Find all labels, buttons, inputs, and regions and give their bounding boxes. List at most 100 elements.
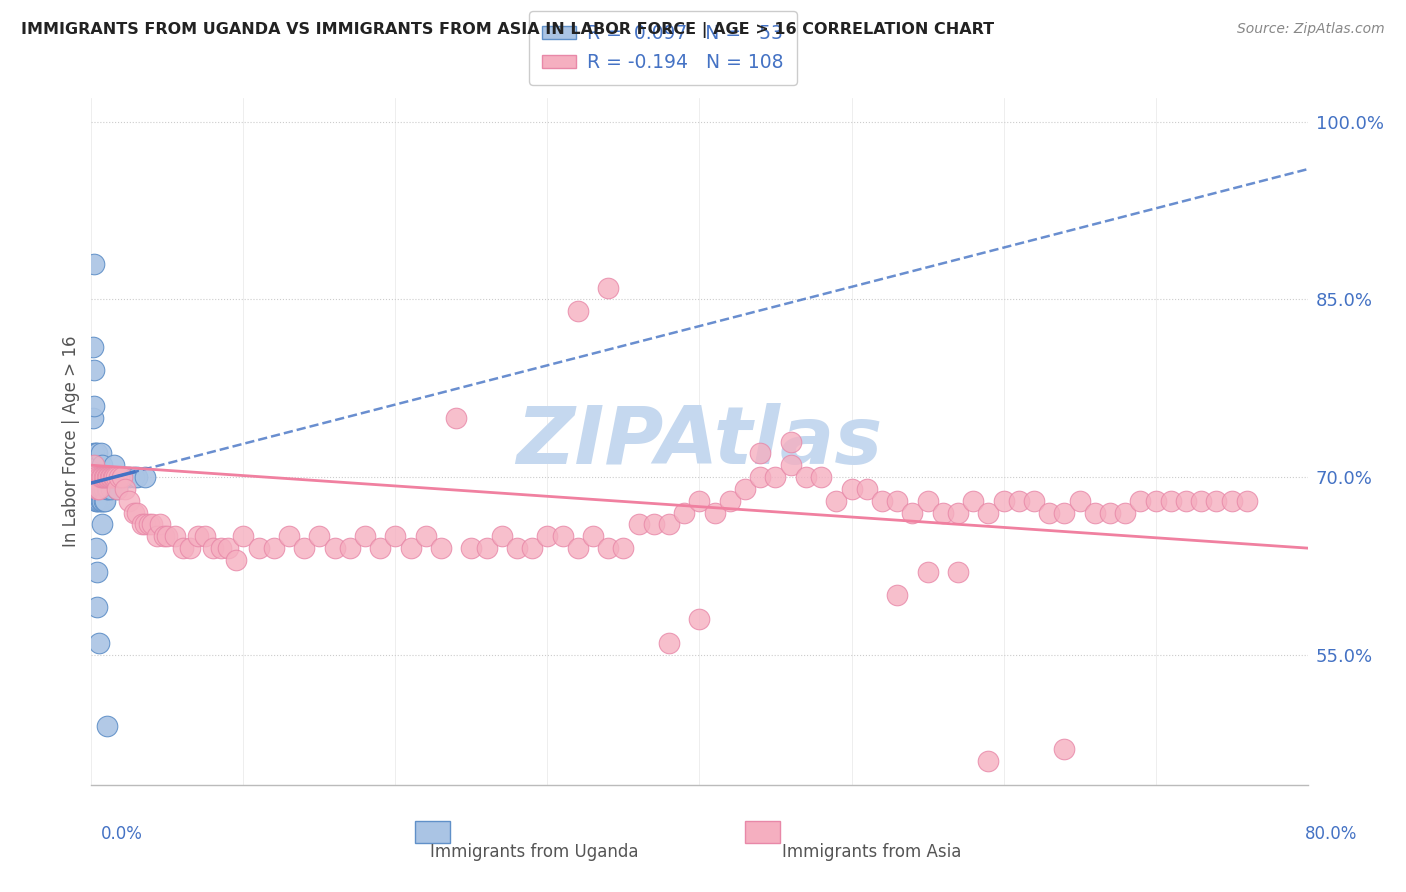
Point	[82, 410, 104, 425]
Point	[232, 529, 254, 543]
Point	[567, 541, 589, 555]
Point	[209, 541, 232, 555]
Point	[96, 719, 118, 733]
Point	[917, 565, 939, 579]
Point	[749, 446, 772, 460]
Point	[172, 541, 194, 555]
Point	[101, 470, 124, 484]
Point	[86, 470, 108, 484]
Point	[141, 517, 163, 532]
Point	[107, 470, 129, 484]
Point	[125, 470, 148, 484]
Point	[98, 470, 121, 484]
Point	[87, 470, 110, 484]
Point	[82, 340, 104, 354]
Point	[96, 482, 118, 496]
Point	[749, 470, 772, 484]
Point	[82, 470, 104, 484]
Point	[475, 541, 498, 555]
Point	[84, 446, 107, 460]
Point	[673, 506, 696, 520]
Point	[134, 517, 156, 532]
Point	[83, 458, 105, 473]
Point	[122, 470, 145, 484]
Point	[323, 541, 346, 555]
Point	[98, 470, 121, 484]
Point	[855, 482, 877, 496]
Point	[977, 506, 1000, 520]
Point	[491, 529, 513, 543]
Point	[1053, 742, 1076, 756]
Point	[83, 446, 105, 460]
Point	[114, 482, 136, 496]
Point	[247, 541, 270, 555]
Point	[149, 517, 172, 532]
Point	[89, 493, 111, 508]
Point	[84, 493, 107, 508]
Point	[138, 517, 160, 532]
Point	[368, 541, 391, 555]
Point	[194, 529, 217, 543]
Point	[688, 493, 710, 508]
Point	[612, 541, 634, 555]
Point	[145, 529, 167, 543]
Point	[1129, 493, 1152, 508]
Point	[1174, 493, 1197, 508]
Point	[94, 493, 117, 508]
Point	[993, 493, 1015, 508]
Point	[91, 517, 114, 532]
Point	[100, 482, 122, 496]
Point	[93, 482, 115, 496]
Point	[1220, 493, 1243, 508]
Point	[841, 482, 863, 496]
Point	[84, 541, 107, 555]
Point	[779, 434, 801, 449]
Point	[901, 506, 924, 520]
Point	[89, 470, 111, 484]
Point	[582, 529, 605, 543]
Point	[870, 493, 893, 508]
Point	[87, 636, 110, 650]
Point	[522, 541, 544, 555]
Point	[1144, 493, 1167, 508]
Point	[384, 529, 406, 543]
Point	[118, 493, 141, 508]
Point	[87, 482, 110, 496]
Point	[688, 612, 710, 626]
Point	[96, 470, 118, 484]
Point	[444, 410, 467, 425]
Point	[917, 493, 939, 508]
Text: ZIPAtlas: ZIPAtlas	[516, 402, 883, 481]
Point	[734, 482, 756, 496]
Point	[94, 470, 117, 484]
Point	[83, 363, 105, 377]
Point	[97, 482, 120, 496]
Point	[1114, 506, 1136, 520]
Legend: R =  0.097   N =   53, R = -0.194   N = 108: R = 0.097 N = 53, R = -0.194 N = 108	[529, 12, 797, 85]
Point	[779, 458, 801, 473]
Point	[125, 506, 148, 520]
Text: 0.0%: 0.0%	[101, 825, 143, 843]
Point	[1022, 493, 1045, 508]
Point	[718, 493, 741, 508]
Point	[114, 470, 136, 484]
Point	[101, 470, 124, 484]
Point	[415, 529, 437, 543]
Point	[104, 470, 127, 484]
Point	[86, 446, 108, 460]
Point	[163, 529, 186, 543]
Point	[96, 470, 118, 484]
Point	[536, 529, 558, 543]
Point	[506, 541, 529, 555]
Point	[460, 541, 482, 555]
Point	[202, 541, 225, 555]
Point	[87, 493, 110, 508]
Point	[103, 470, 125, 484]
Point	[93, 470, 115, 484]
Point	[86, 600, 108, 615]
Text: IMMIGRANTS FROM UGANDA VS IMMIGRANTS FROM ASIA IN LABOR FORCE | AGE > 16 CORRELA: IMMIGRANTS FROM UGANDA VS IMMIGRANTS FRO…	[21, 22, 994, 38]
Point	[1205, 493, 1227, 508]
Point	[765, 470, 787, 484]
Point	[83, 257, 105, 271]
Point	[87, 458, 110, 473]
